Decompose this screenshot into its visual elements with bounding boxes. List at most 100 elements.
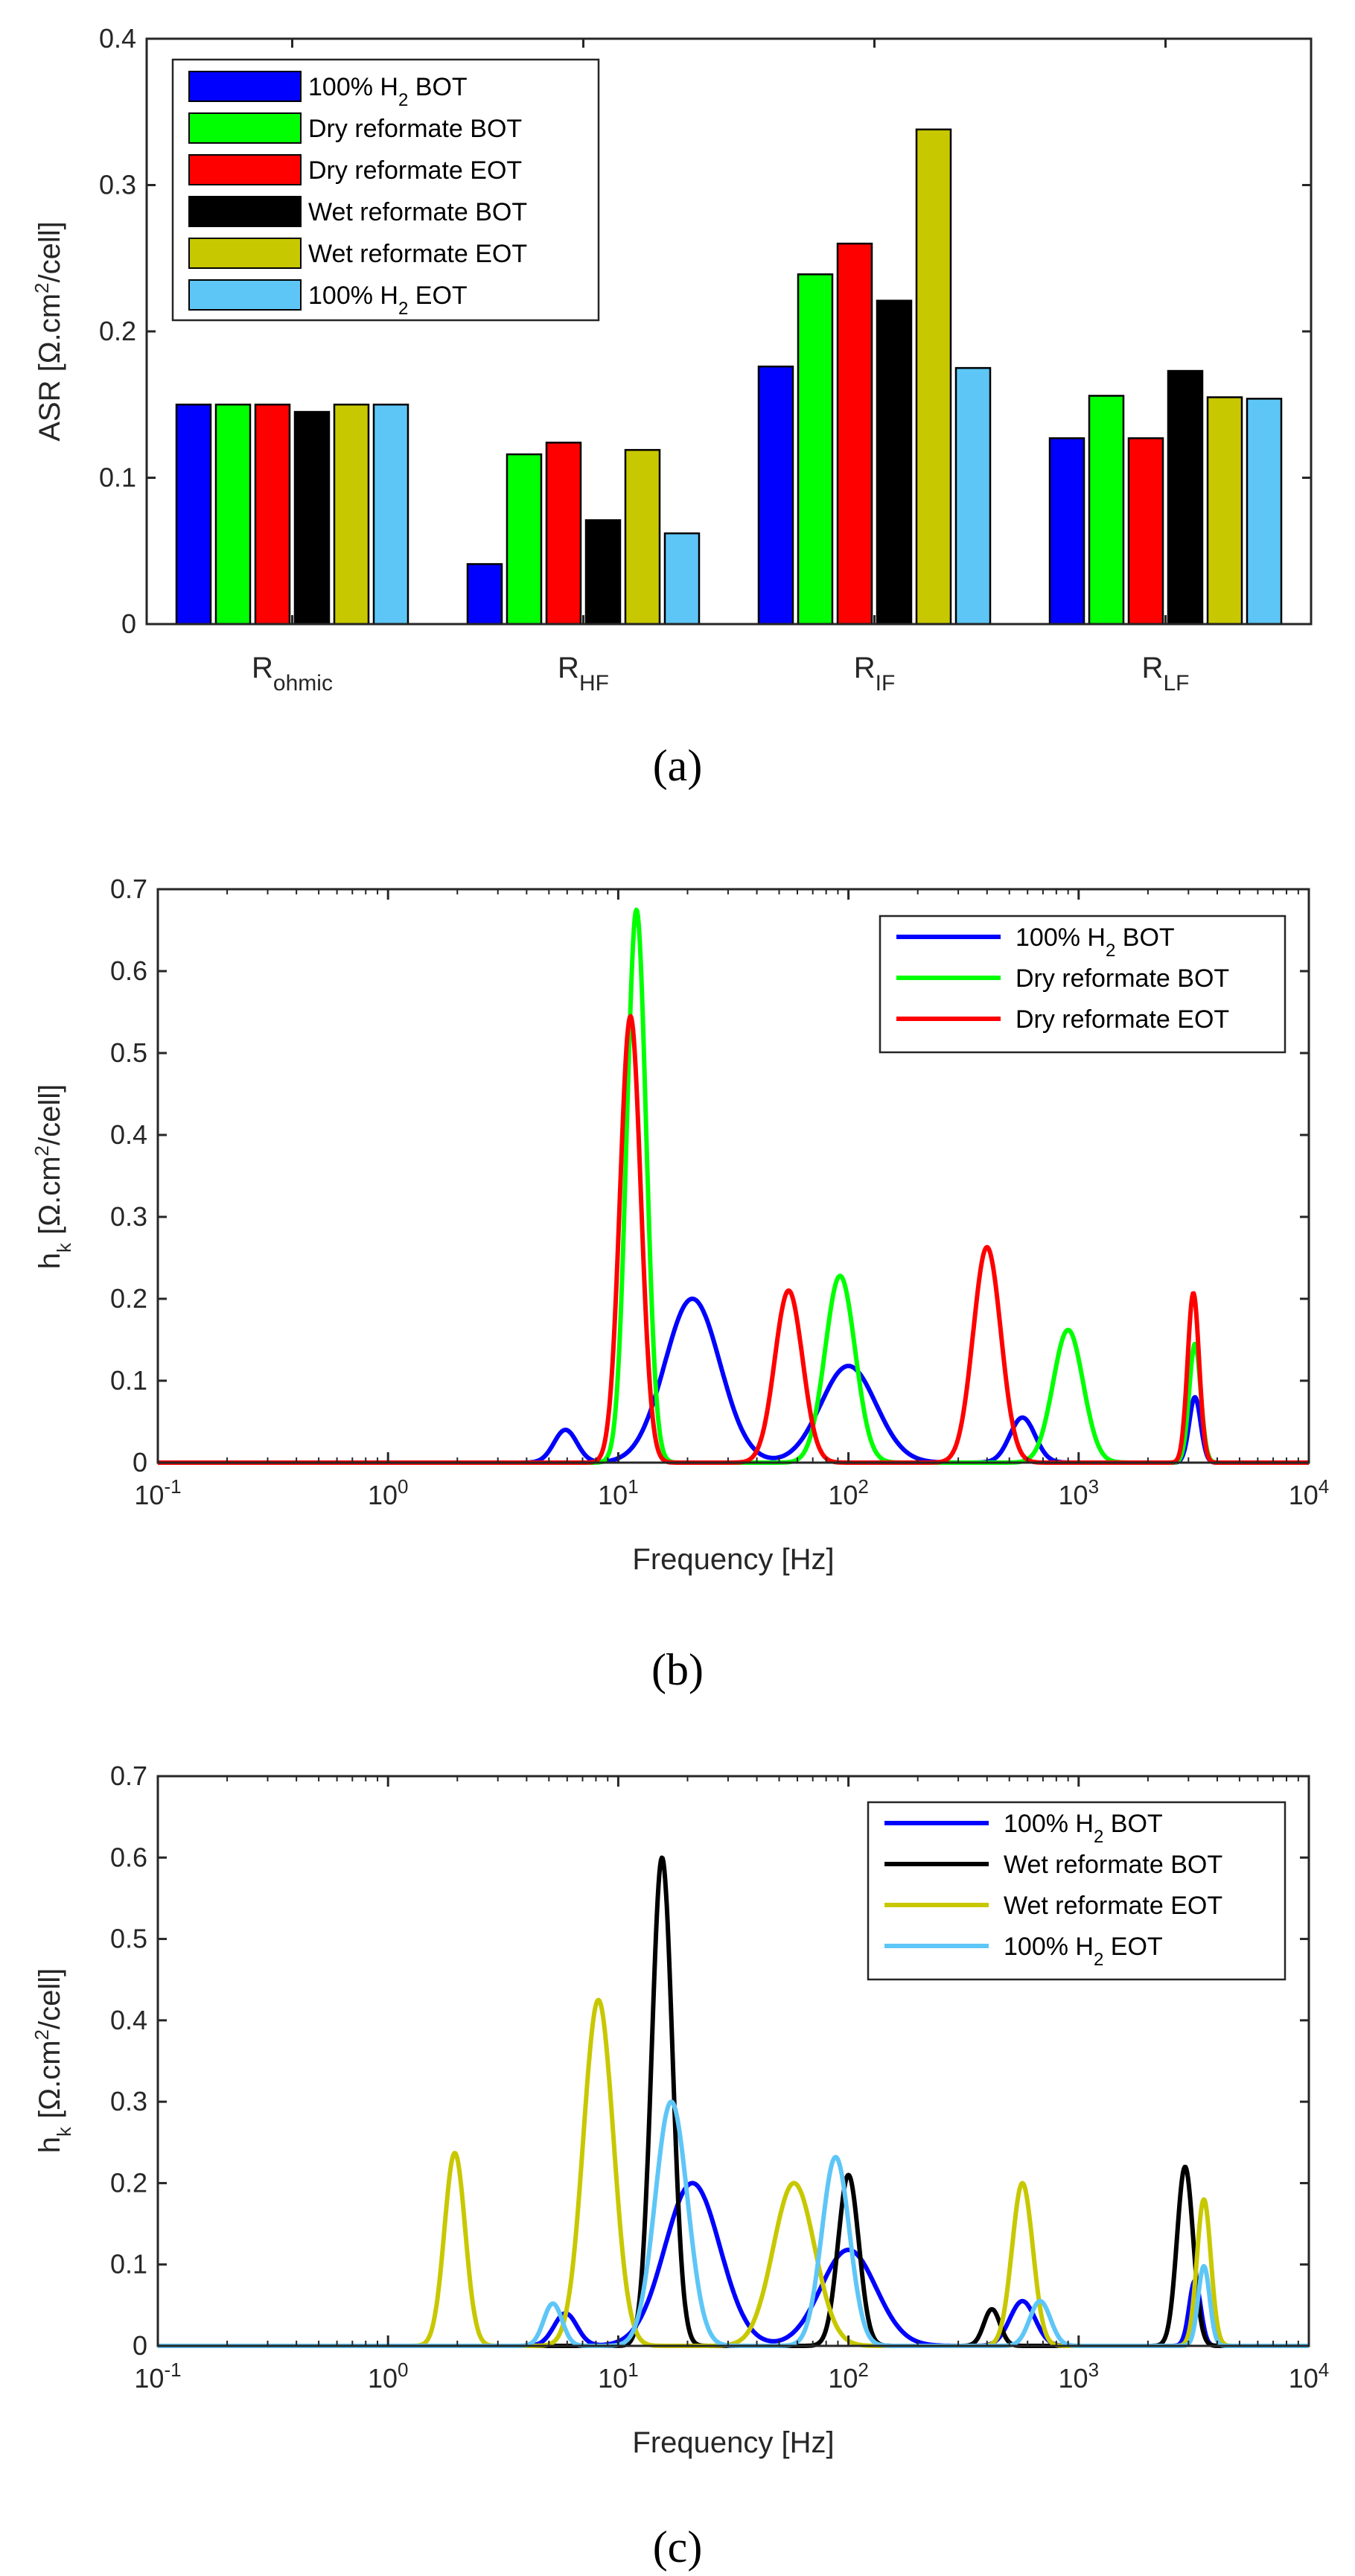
panel-b-xtick-label: 102 [828, 1475, 869, 1510]
panel-b-legend-label: 100% H2 BOT [1016, 923, 1175, 961]
panel-b-legend-label: Dry reformate BOT [1016, 964, 1229, 993]
panel-c-ytick-label: 0.4 [110, 2005, 147, 2035]
panel-a-bar [624, 448, 661, 626]
panel-a-xtick-label: Rohmic [252, 652, 333, 696]
panel-c-ytick-label: 0.5 [110, 1924, 147, 1954]
panel-b-xtick-label: 100 [368, 1475, 409, 1510]
panel-a-legend-swatch [188, 71, 302, 102]
panel-a-bar [293, 410, 331, 626]
panel-a: 0 0.1 0.2 0.3 0.4 Rohmic RHF RIF RLF ASR [Ω.cm2… [31, 23, 1313, 790]
panel-c-legend: 100% H2 BOT Wet reformate BOT Wet reformat… [867, 1801, 1287, 1981]
panel-c-xtick-label: 103 [1059, 2359, 1100, 2394]
panel-a-legend-box [171, 58, 600, 322]
panel-b-legend: 100% H2 BOT Dry reformate BOT Dry reformat… [879, 915, 1287, 1054]
panel-c-series-line [156, 2181, 1310, 2348]
panel-b-xtick-label: 104 [1289, 1475, 1330, 1510]
panel-b-xtick-label: 101 [598, 1475, 639, 1510]
panel-a-legend: 100% H2 BOT Dry reformate BOT Dry reformat… [171, 58, 600, 322]
panel-a-ytick-label: 0.3 [99, 170, 136, 200]
panel-b-ytick-label: 0 [133, 1447, 147, 1478]
panel-c-ytick-label: 0.1 [110, 2249, 147, 2280]
panel-c-ytick-label: 0.6 [110, 1842, 147, 1872]
panel-a-bar [954, 366, 992, 626]
panel-a-legend-swatch [188, 279, 302, 311]
panel-c-axes-frame [156, 1775, 1310, 2347]
panel-b-axes-frame [156, 888, 1310, 1464]
panel-a-legend-label: 100% H2 EOT [308, 282, 468, 319]
panel-c-caption: (c) [653, 2522, 703, 2572]
panel-a-bar [836, 242, 873, 626]
panel-c-xtick-label: 102 [828, 2359, 869, 2394]
panel-a-bar [545, 442, 582, 626]
panel-c-xlabel: Frequency [Hz] [632, 2426, 834, 2459]
panel-c-xtick-label: 101 [598, 2359, 639, 2394]
panel-a-bar [1048, 437, 1085, 626]
panel-a-bar [1167, 369, 1204, 626]
panel-a-bar [663, 532, 701, 626]
panel-a-legend-label: Dry reformate EOT [308, 156, 522, 185]
panel-c-xtick-label: 10-1 [134, 2359, 181, 2394]
panel-c-legend-box [867, 1801, 1287, 1981]
panel-b-series-line [156, 1014, 1310, 1465]
panel-b-xtick-label: 103 [1059, 1475, 1100, 1510]
panel-a-xtick-label: RIF [854, 652, 896, 696]
panel-b-ytick-label: 0.4 [110, 1119, 147, 1150]
panel-a-legend-swatch [188, 238, 302, 269]
panel-a-legend-label: 100% H2 BOT [308, 73, 468, 110]
panel-a-ytick-label: 0 [121, 608, 136, 639]
panel-a-bar [1127, 437, 1164, 626]
panel-a-xtick-label: RLF [1142, 652, 1190, 696]
panel-a-bar [876, 299, 913, 626]
panel-c-xtick-label: 104 [1289, 2359, 1330, 2394]
panel-c: 0 0.1 0.2 0.3 0.4 0.5 0.6 0.7 10-1 100 101 102 103 1… [31, 1761, 1329, 2572]
panel-c-legend-label: 100% H2 EOT [1004, 1933, 1163, 1970]
panel-a-bar [254, 404, 291, 626]
panel-a-bar [175, 404, 212, 626]
panel-a-caption: (a) [653, 741, 703, 790]
panel-a-bar [584, 519, 622, 626]
panel-a-bar [915, 128, 952, 626]
panel-c-ytick-label: 0 [133, 2330, 147, 2361]
panel-a-legend-label: Wet reformate EOT [308, 240, 527, 268]
panel-a-bar [466, 563, 503, 626]
panel-b-ylabel: hk [Ω.cm2/cell] [31, 1084, 75, 1270]
panel-b-series-line [156, 1297, 1310, 1465]
panel-b-xlabel: Frequency [Hz] [632, 1543, 834, 1576]
panel-a-legend-swatch [188, 154, 302, 185]
panel-a-ytick-label: 0.1 [99, 462, 136, 493]
panel-a-legend-label: Wet reformate BOT [308, 198, 527, 226]
panel-b-ytick-label: 0.7 [110, 874, 147, 904]
panel-a-ytick-label: 0.4 [99, 23, 136, 54]
panel-c-series-line [156, 2099, 1310, 2348]
panel-a-legend-label: Dry reformate BOT [308, 115, 522, 143]
panel-b-legend-label: Dry reformate EOT [1016, 1005, 1229, 1034]
panel-a-ylabel: ASR [Ω.cm2/cell] [31, 221, 66, 442]
panel-b-ytick-label: 0.3 [110, 1201, 147, 1232]
panel-a-bar [1088, 395, 1125, 626]
panel-a-ytick-label: 0.2 [99, 316, 136, 346]
panel-b-ytick-label: 0.2 [110, 1283, 147, 1314]
panel-a-legend-swatch [188, 196, 302, 227]
panel-a-legend-swatch [188, 112, 302, 144]
panel-c-ytick-label: 0.3 [110, 2086, 147, 2117]
panel-b: 0 0.1 0.2 0.3 0.4 0.5 0.6 0.7 10-1 100 101 102 103 1… [31, 874, 1329, 1694]
panel-a-bar [1246, 398, 1283, 626]
panel-c-ylabel: hk [Ω.cm2/cell] [31, 1968, 75, 2154]
panel-b-xtick-label: 10-1 [134, 1475, 181, 1510]
panel-a-bar [797, 273, 834, 626]
panel-c-ytick-label: 0.2 [110, 2167, 147, 2198]
panel-a-bar [333, 404, 370, 626]
panel-a-bar [506, 453, 543, 626]
panel-b-caption: (b) [651, 1645, 704, 1694]
panel-c-legend-label: Wet reformate BOT [1004, 1851, 1222, 1879]
panel-a-bar [757, 365, 794, 626]
panel-b-ytick-label: 0.6 [110, 955, 147, 986]
panel-a-bar [372, 404, 409, 626]
panel-b-ytick-label: 0.1 [110, 1365, 147, 1396]
panel-c-legend-label: Wet reformate EOT [1004, 1892, 1222, 1920]
panel-a-bar [214, 404, 252, 626]
panel-a-bar [1206, 396, 1243, 626]
panel-c-xtick-label: 100 [368, 2359, 409, 2394]
panel-c-legend-label: 100% H2 BOT [1004, 1810, 1163, 1847]
